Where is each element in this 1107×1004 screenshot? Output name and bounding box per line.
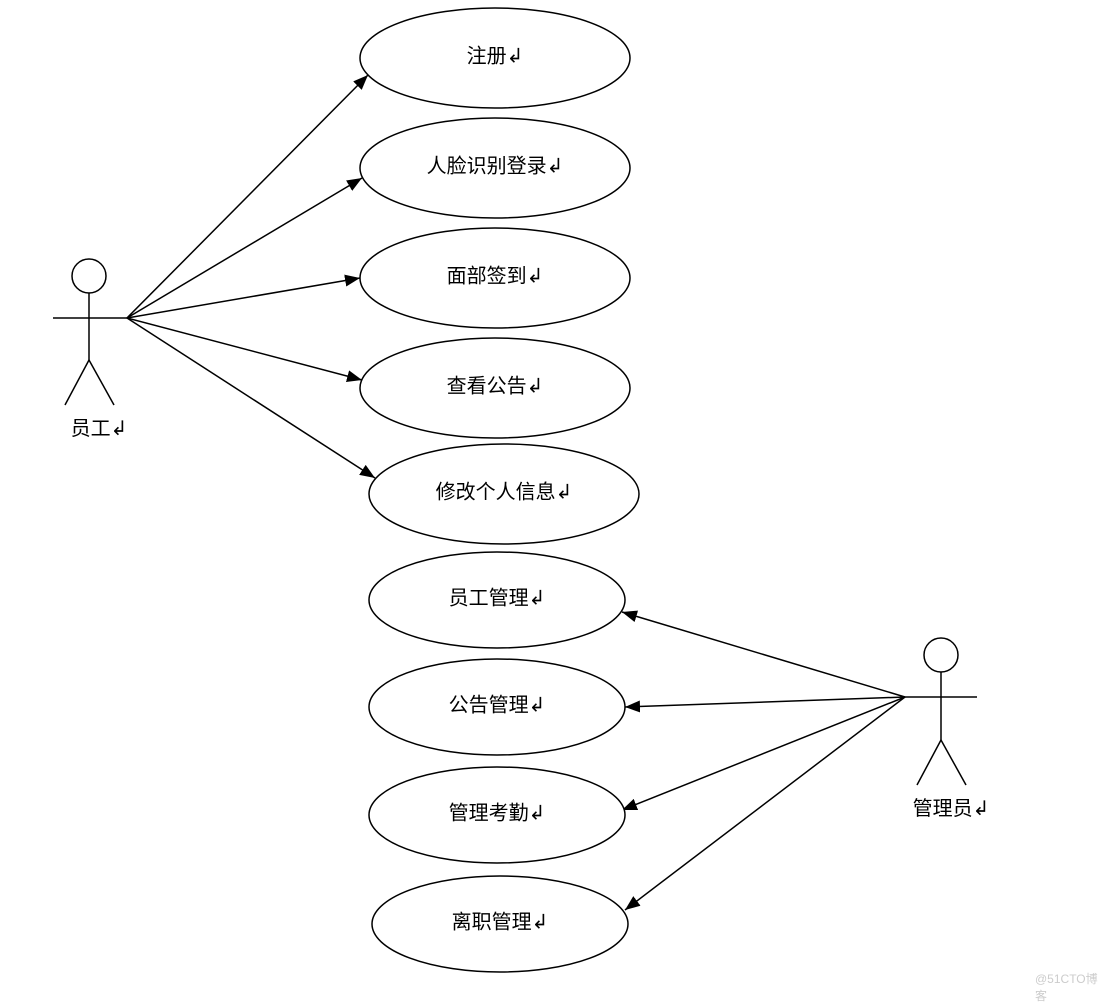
actor-leg-left xyxy=(917,740,941,785)
actor-leg-right xyxy=(941,740,966,785)
actor-label: 管理员↲ xyxy=(913,797,990,820)
actor-leg-right xyxy=(89,360,114,405)
use-case-label: 员工管理↲ xyxy=(449,587,546,610)
diagram-svg: 注册↲ 人脸识别登录↲ 面部签到↲ 查看公告↲ 修改个人信息↲ 员工管理↲ 公告管理↲ 管理考… xyxy=(0,0,1107,989)
use-case-label: 注册↲ xyxy=(467,45,524,68)
use-case-label: 修改个人信息↲ xyxy=(436,481,573,504)
association-edge xyxy=(127,318,375,478)
actor-label: 员工↲ xyxy=(71,418,128,440)
actor-admin: 管理员↲ xyxy=(905,638,989,820)
use-case-label: 管理考勤↲ xyxy=(449,802,546,825)
association-edge xyxy=(625,697,905,707)
actor-head-icon xyxy=(924,638,958,672)
use-case-label: 离职管理↲ xyxy=(452,911,549,934)
association-edge xyxy=(625,697,905,910)
use-case-label: 公告管理↲ xyxy=(449,694,546,717)
association-edge xyxy=(622,612,905,697)
use-case-label: 查看公告↲ xyxy=(447,375,544,398)
association-edge xyxy=(127,318,362,380)
actor-employee: 员工↲ xyxy=(53,259,127,440)
use-case-diagram: 注册↲ 人脸识别登录↲ 面部签到↲ 查看公告↲ 修改个人信息↲ 员工管理↲ 公告管理↲ 管理考… xyxy=(0,0,1107,989)
use-case-label: 面部签到↲ xyxy=(447,265,544,288)
actor-leg-left xyxy=(65,360,89,405)
actor-head-icon xyxy=(72,259,106,293)
watermark-text: @51CTO博客 xyxy=(1035,970,1107,1004)
association-edge xyxy=(622,697,905,810)
use-case-label: 人脸识别登录↲ xyxy=(427,155,564,178)
